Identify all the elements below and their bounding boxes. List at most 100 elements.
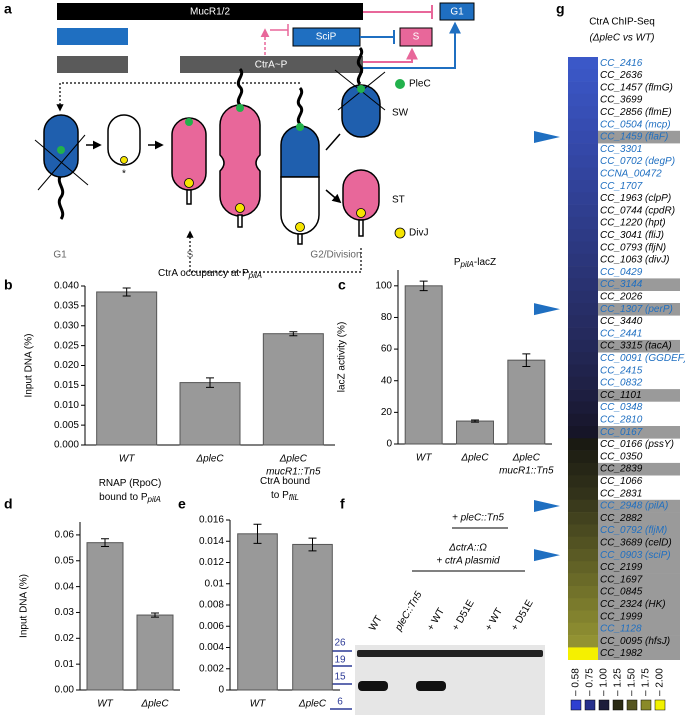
phase-label: G2/Division [310, 250, 361, 261]
heat-cell [568, 118, 598, 132]
heat-cell [568, 561, 598, 574]
gene-label: CC_0832 [600, 378, 643, 389]
stalk [297, 233, 303, 245]
gene-label: CC_3440 [600, 316, 643, 327]
heat-cell [568, 69, 598, 82]
line [34, 134, 89, 191]
arrow [325, 133, 340, 202]
heat-cell [568, 57, 598, 70]
scale-label: – 0.75 [585, 668, 596, 696]
dot [296, 123, 304, 131]
heat-cell [568, 303, 598, 316]
panel-label: d [4, 496, 13, 512]
title-part: RNAP (RpoC) [99, 478, 162, 489]
gene-label: CC_0793 (fljN) [600, 242, 666, 253]
legend-label: DivJ [409, 228, 428, 239]
x-tick-label: ΔpleC [195, 454, 224, 465]
gene-label: CC_0091 (GGDEF) [600, 353, 685, 364]
x-tick-label: WT [416, 453, 432, 464]
y-tick-label: 0.025 [54, 340, 79, 351]
scale-label: – 1.00 [599, 668, 610, 696]
heat-cell [568, 487, 598, 501]
gene-label: CC_1457 (flmG) [600, 82, 673, 93]
heat-cell [568, 499, 598, 513]
flagellum [356, 46, 364, 86]
asterisk: * [122, 169, 126, 180]
heat-cell [568, 155, 598, 168]
gene-label: CC_1128 [600, 624, 642, 635]
x-tick-label: ΔpleC [512, 453, 541, 464]
gene-label: CC_2856 (flmE) [600, 107, 672, 118]
heat-cell [568, 426, 598, 439]
bar [507, 359, 546, 445]
cell-label: SW [392, 108, 409, 119]
heat-cell [568, 253, 598, 267]
error-bar [122, 287, 131, 297]
dot [184, 178, 194, 188]
markers [330, 650, 352, 710]
error-bar [289, 331, 298, 337]
bar-ctra [57, 56, 128, 73]
gene-label: CC_0845 [600, 587, 643, 598]
gene-label: CC_3315 (tacA) [600, 341, 672, 352]
heat-cell [568, 610, 598, 624]
arrow [534, 499, 560, 512]
title-part: -lacZ [474, 257, 496, 268]
y-tick-label: 0.010 [54, 400, 79, 411]
gene-label: CC_0702 (degP) [600, 156, 675, 167]
gene-label: CC_3041 (fliJ) [600, 230, 664, 241]
panel-label: a [4, 1, 12, 17]
band [357, 650, 543, 657]
cell [219, 104, 261, 217]
scale-swatch [598, 699, 610, 711]
y-tick-label: 0.015 [54, 380, 79, 391]
gene-label: CC_0744 (cpdR) [600, 205, 675, 216]
highlight [598, 389, 680, 402]
y-tick-label: 60 [381, 344, 393, 355]
bar [262, 333, 324, 446]
scale-swatch [640, 699, 652, 711]
gene-label: CC_3144 [600, 279, 643, 290]
bar [292, 543, 333, 691]
dot [236, 104, 244, 112]
highlight [598, 598, 680, 611]
title-part: pilA [248, 271, 262, 280]
heat-cell [568, 106, 598, 119]
dotted-arrow [56, 82, 300, 112]
x-tick-label: ΔpleC [140, 699, 169, 710]
lane-label: + WT [483, 606, 505, 632]
dot [185, 118, 193, 126]
bar-mucr [57, 3, 363, 20]
scale-swatch [612, 699, 624, 711]
heat-cell [568, 204, 598, 218]
heat-cell [568, 241, 598, 255]
heat-cell [568, 327, 598, 341]
heat-cell [568, 143, 598, 156]
stalk [237, 214, 243, 228]
gene-label: CC_1999 [600, 611, 643, 622]
y-tick-label: 0.002 [199, 663, 224, 674]
x-tick-label: mucR1::Tn5 [266, 467, 321, 478]
box-label: G1 [450, 7, 464, 18]
y-tick-label: 0.06 [55, 530, 75, 541]
x-tick-label: WT [119, 454, 135, 465]
cell [280, 125, 320, 178]
title-part: pilA [147, 495, 161, 504]
y-tick-label: 0.006 [199, 621, 224, 632]
gene-label: CC_0166 (pssY) [600, 439, 674, 450]
cell-label: ST [392, 195, 405, 206]
scale-label: – 1.75 [641, 668, 652, 696]
inhibition [363, 5, 433, 19]
chart-title: PpilA-lacZ [454, 257, 496, 269]
y-axis-label: Input DNA (%) [24, 334, 35, 398]
x-tick-label: ΔpleC [298, 699, 327, 710]
x-tick-label: ΔpleC [279, 454, 308, 465]
highlight [598, 524, 680, 537]
y-axis-label: lacZ activity (%) [337, 322, 348, 393]
y-tick-label: 0.008 [199, 600, 224, 611]
title-part: to P [271, 490, 289, 501]
y-tick-label: 0.01 [205, 578, 225, 589]
gene-label: CC_1982 [600, 648, 643, 659]
heat-cell [568, 635, 598, 648]
y-tick-label: 0.03 [55, 607, 75, 618]
